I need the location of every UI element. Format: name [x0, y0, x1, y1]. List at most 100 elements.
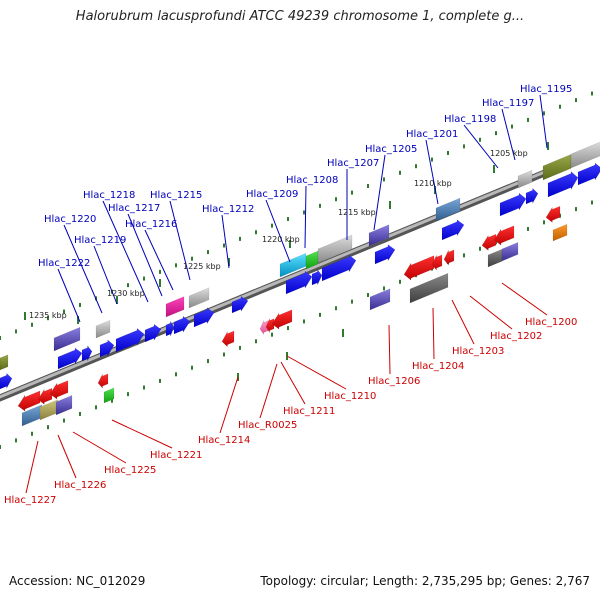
leader-line — [169, 200, 191, 281]
gene-feature — [577, 162, 600, 186]
leader-line — [373, 154, 386, 231]
scale-label: 1235 kbp — [29, 311, 67, 320]
gene-label-hlac-1211[interactable]: Hlac_1211 — [283, 406, 335, 417]
gene-label-hlac-1208[interactable]: Hlac_1208 — [286, 175, 338, 186]
gene-label-hlac-1195[interactable]: Hlac_1195 — [520, 84, 572, 95]
gene-feature — [221, 330, 235, 348]
gene-feature — [305, 250, 319, 270]
scale-label: 1220 kbp — [262, 235, 300, 244]
gene-feature — [165, 320, 175, 337]
leader-line — [57, 268, 81, 323]
leader-line — [304, 185, 307, 249]
gene-feature — [0, 372, 13, 390]
gene-label-hlac-1218[interactable]: Hlac_1218 — [83, 190, 135, 201]
gene-label-hlac-1225[interactable]: Hlac_1225 — [104, 465, 156, 476]
gene-feature — [441, 219, 465, 241]
gene-label-hlac-1227[interactable]: Hlac_1227 — [4, 495, 56, 506]
gene-feature — [321, 254, 357, 282]
gene-feature — [271, 309, 293, 330]
genome-summary-text: Topology: circular; Length: 2,735,295 bp… — [260, 574, 590, 588]
scale-label: 1230 kbp — [107, 289, 145, 298]
gene-feature — [0, 354, 9, 371]
gene-feature — [435, 197, 461, 222]
gene-feature — [53, 326, 81, 352]
gene-label-hlac-r0025[interactable]: Hlac_R0025 — [238, 420, 297, 431]
gene-feature — [542, 154, 572, 181]
gene-feature — [487, 248, 503, 268]
gene-feature — [193, 307, 215, 328]
scale-label: 1225 kbp — [183, 262, 221, 271]
leader-line — [265, 199, 291, 263]
gene-label-hlac-1226[interactable]: Hlac_1226 — [54, 480, 106, 491]
gene-feature — [173, 315, 191, 335]
gene-label-hlac-1217[interactable]: Hlac_1217 — [108, 203, 160, 214]
gene-feature — [431, 254, 443, 271]
scale-label: 1210 kbp — [414, 179, 452, 188]
gene-feature — [547, 170, 579, 198]
gene-feature — [481, 233, 497, 251]
map-title: Halorubrum lacusprofundi ATCC 49239 chro… — [75, 9, 525, 24]
gene-label-hlac-1210[interactable]: Hlac_1210 — [324, 391, 376, 402]
leader-line — [93, 245, 118, 305]
leader-line — [57, 434, 77, 479]
gene-label-hlac-1204[interactable]: Hlac_1204 — [412, 361, 464, 372]
gene-feature — [165, 296, 185, 318]
gene-label-hlac-1197[interactable]: Hlac_1197 — [482, 98, 534, 109]
gene-label-hlac-1198[interactable]: Hlac_1198 — [444, 114, 496, 125]
leader-line — [432, 307, 435, 360]
gene-feature — [403, 255, 435, 281]
gene-feature — [95, 319, 111, 339]
label-leader-lines — [25, 94, 548, 494]
scale-labels: 1205 kbp 1210 kbp 1215 kbp 1220 kbp 1225 kbp… — [29, 149, 528, 320]
gene-label-hlac-1209[interactable]: Hlac_1209 — [246, 189, 298, 200]
gene-feature — [57, 347, 83, 370]
leader-line — [539, 94, 548, 149]
gene-label-hlac-1221[interactable]: Hlac_1221 — [150, 450, 202, 461]
gene-feature — [443, 249, 455, 266]
scale-label: 1205 kbp — [490, 149, 528, 158]
leader-line — [286, 355, 347, 390]
gene-feature — [231, 295, 249, 314]
gene-label-hlac-1216[interactable]: Hlac_1216 — [125, 219, 177, 230]
gene-label-hlac-1206[interactable]: Hlac_1206 — [368, 376, 420, 387]
gene-feature — [525, 187, 539, 205]
gene-label-hlac-1214[interactable]: Hlac_1214 — [198, 435, 250, 446]
accession-text: Accession: NC_012029 — [9, 574, 146, 588]
gene-feature — [103, 387, 115, 404]
gene-feature — [99, 339, 115, 358]
gene-label-hlac-1212[interactable]: Hlac_1212 — [202, 204, 254, 215]
leader-line — [63, 224, 103, 314]
chromosome-backbone — [0, 146, 600, 402]
gene-label-hlac-1200[interactable]: Hlac_1200 — [525, 317, 577, 328]
gene-label-hlac-1203[interactable]: Hlac_1203 — [452, 346, 504, 357]
gene-label-hlac-1205[interactable]: Hlac_1205 — [365, 144, 417, 155]
gene-feature — [49, 380, 69, 400]
gene-feature — [311, 269, 323, 286]
gene-feature — [493, 225, 515, 246]
gene-label-hlac-1207[interactable]: Hlac_1207 — [327, 158, 379, 169]
gene-feature — [285, 270, 313, 295]
gene-feature — [369, 288, 391, 311]
gene-labels: Hlac_1195 Hlac_1197 Hlac_1198 Hlac_1201 Hlac… — [4, 84, 577, 506]
gene-feature — [368, 224, 390, 247]
gene-label-hlac-1215[interactable]: Hlac_1215 — [150, 190, 202, 201]
gene-feature — [81, 345, 93, 362]
gene-label-hlac-1202[interactable]: Hlac_1202 — [490, 331, 542, 342]
gene-label-hlac-1219[interactable]: Hlac_1219 — [74, 235, 126, 246]
leader-line — [102, 200, 149, 303]
gene-feature — [374, 244, 396, 265]
leader-line — [259, 363, 278, 419]
leader-line — [501, 282, 548, 316]
gene-feature — [570, 141, 600, 169]
gene-label-hlac-1222[interactable]: Hlac_1222 — [38, 258, 90, 269]
gene-feature — [55, 395, 73, 416]
scale-label: 1215 kbp — [338, 208, 376, 217]
gene-label-hlac-1201[interactable]: Hlac_1201 — [406, 129, 458, 140]
gene-label-hlac-1220[interactable]: Hlac_1220 — [44, 214, 96, 225]
gene-feature — [409, 272, 449, 304]
gene-feature — [552, 223, 568, 242]
leader-line — [280, 361, 306, 405]
leader-line — [221, 214, 230, 269]
leader-line — [501, 108, 516, 161]
